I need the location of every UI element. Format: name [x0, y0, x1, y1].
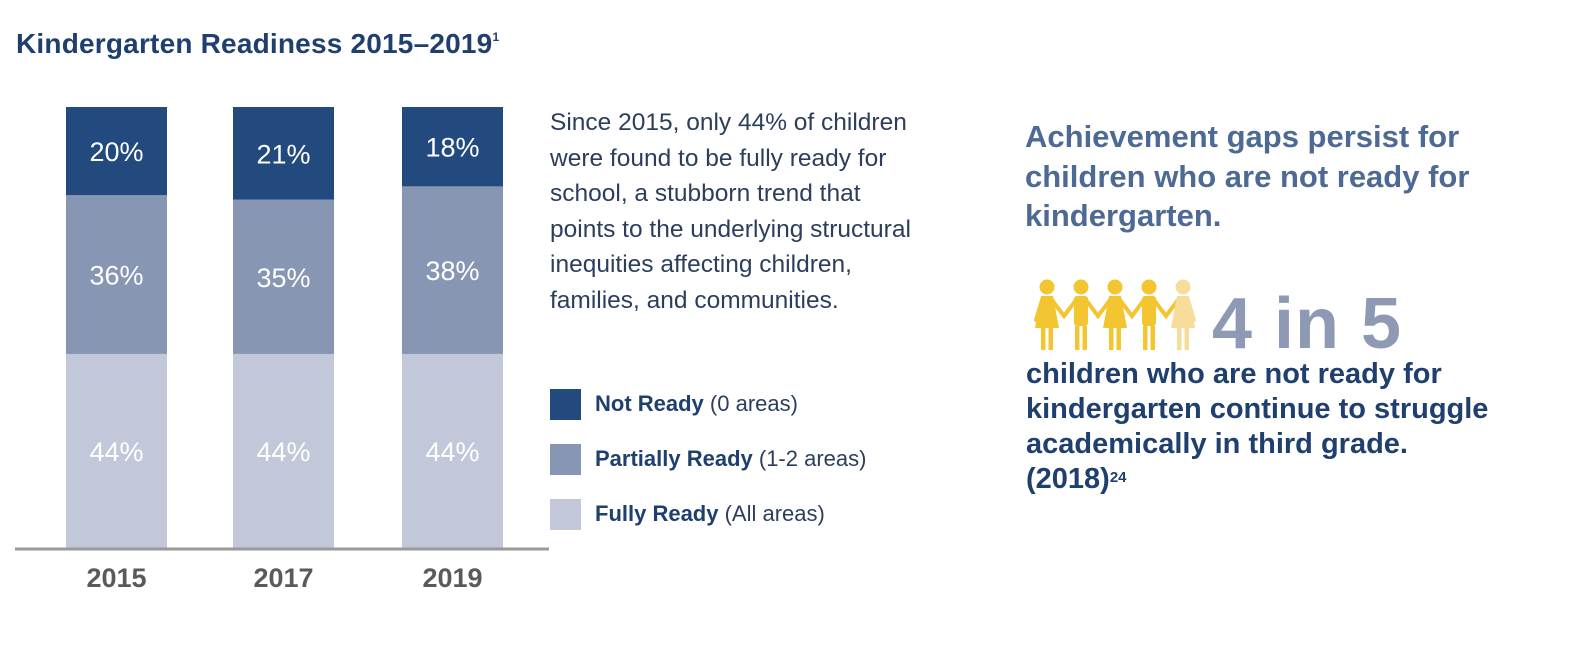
- bar-segment-2017-fully-ready: [233, 353, 334, 548]
- data-label-2015-fully-ready: 44%: [89, 437, 143, 467]
- legend-item-not-ready: Not Ready (0 areas): [550, 388, 866, 420]
- bar-segment-2019-fully-ready: [402, 353, 503, 548]
- bar-segment-2019-partially-ready: [402, 186, 503, 354]
- child-figure: [1141, 279, 1180, 350]
- chart-description: Since 2015, only 44% of children were fo…: [550, 109, 911, 314]
- data-label-2017-not-ready: 21%: [256, 139, 310, 169]
- data-label-2019-not-ready: 18%: [425, 133, 479, 163]
- legend-swatch: [550, 443, 581, 475]
- bar-segment-2019-not-ready: [402, 107, 503, 187]
- bar-segment-2015-partially-ready: [66, 195, 167, 354]
- legend-name: Fully Ready: [595, 501, 719, 526]
- x-tick-label-2017: 2017: [253, 563, 313, 593]
- bar-segment-2017-partially-ready: [233, 199, 334, 354]
- data-label-2015-not-ready: 20%: [89, 137, 143, 167]
- stacked-bar-chart: 44% 36% 20% 2015 44% 35% 21% 2017 44% 38% 18% 2019: [15, 107, 549, 593]
- stat-description: children who are not ready for kindergar…: [1026, 358, 1489, 495]
- child-figure: [1073, 279, 1112, 350]
- page-title: Kindergarten Readiness 2015–20191: [16, 28, 500, 59]
- legend-item-partially-ready: Partially Ready (1-2 areas): [550, 443, 866, 475]
- headline: Achievement gaps persist for children wh…: [1025, 119, 1470, 233]
- stat-value: 4 in 5: [1212, 284, 1403, 364]
- legend-swatch: [550, 388, 581, 420]
- bar-segment-2015-fully-ready: [66, 353, 167, 548]
- x-tick-label-2019: 2019: [422, 563, 482, 593]
- data-label-2019-partially-ready: 38%: [425, 256, 479, 286]
- data-label-2017-partially-ready: 35%: [256, 263, 310, 293]
- data-label-2019-fully-ready: 44%: [425, 437, 479, 467]
- data-label-2017-fully-ready: 44%: [256, 437, 310, 467]
- child-figure: [1171, 279, 1196, 350]
- data-label-2015-partially-ready: 36%: [89, 261, 143, 291]
- chart-legend: Not Ready (0 areas) Partially Ready (1-2…: [550, 388, 866, 553]
- bar-segment-2015-not-ready: [66, 107, 167, 196]
- legend-name: Not Ready: [595, 391, 704, 416]
- stat-footnote: 24: [1109, 469, 1127, 486]
- children-holding-hands-icon: [1034, 279, 1196, 350]
- legend-name: Partially Ready: [595, 446, 753, 471]
- legend-swatch: [550, 498, 581, 530]
- legend-note: (0 areas): [709, 391, 798, 416]
- legend-item-fully-ready: Fully Ready (All areas): [550, 498, 866, 530]
- x-tick-label-2015: 2015: [86, 563, 146, 593]
- title-footnote: 1: [492, 30, 500, 44]
- legend-note: (1-2 areas): [758, 446, 867, 471]
- legend-note: (All areas): [724, 501, 825, 526]
- child-figure: [1103, 279, 1146, 350]
- child-figure: [1034, 279, 1078, 350]
- bar-segment-2017-not-ready: [233, 107, 334, 200]
